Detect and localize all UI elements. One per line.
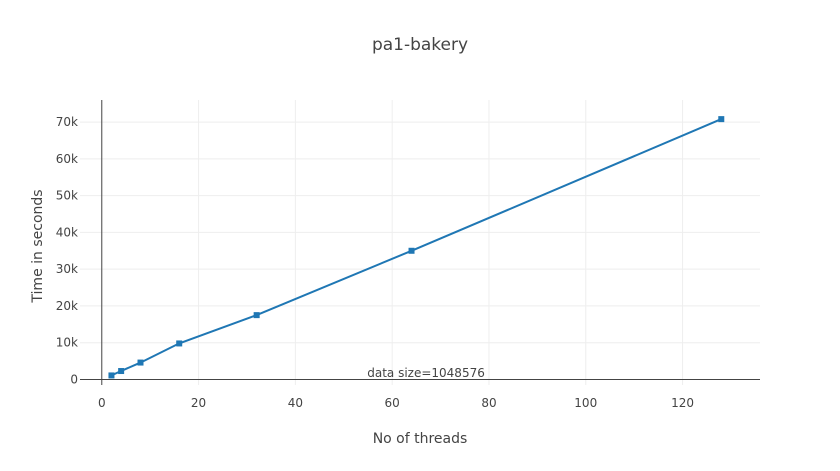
y-tick-label: 30k xyxy=(56,262,78,276)
x-tick-label: 20 xyxy=(191,396,206,410)
annotation-label: data size=1048576 xyxy=(367,366,485,380)
y-axis-title: Time in seconds xyxy=(30,189,46,303)
x-tick-label: 120 xyxy=(671,396,694,410)
series-layer xyxy=(108,116,725,379)
x-tick-label: 0 xyxy=(98,396,106,410)
x-tick-label: 40 xyxy=(288,396,303,410)
x-gridlines xyxy=(198,100,684,385)
y-tick-label: 60k xyxy=(56,152,78,166)
data-point-marker xyxy=(253,312,260,319)
data-point-marker xyxy=(718,116,725,123)
x-axis-title: No of threads xyxy=(373,431,468,447)
data-point-marker xyxy=(118,368,125,375)
x-tick-label: 60 xyxy=(385,396,400,410)
annotations: data size=1048576 xyxy=(367,366,485,380)
y-tick-label: 50k xyxy=(56,189,78,203)
x-tick-label: 80 xyxy=(481,396,496,410)
x-tick-label: 100 xyxy=(574,396,597,410)
y-gridlines xyxy=(80,121,760,344)
y-tick-label: 70k xyxy=(56,115,78,129)
chart-title: pa1-bakery xyxy=(372,35,468,55)
y-tick-label: 40k xyxy=(56,225,78,239)
y-tick-label: 0 xyxy=(70,372,78,386)
series-line xyxy=(111,118,722,377)
data-point-marker xyxy=(408,247,415,254)
y-tick-labels: 0 10k 20k 30k 40k 50k 60k 70k xyxy=(56,115,78,386)
x-tick-labels: 0 20 40 60 80 100 120 xyxy=(98,396,694,410)
data-point-marker xyxy=(176,340,183,347)
y-tick-label: 10k xyxy=(56,336,78,350)
y-tick-label: 20k xyxy=(56,299,78,313)
data-point-marker xyxy=(108,372,115,379)
data-point-marker xyxy=(137,359,144,366)
